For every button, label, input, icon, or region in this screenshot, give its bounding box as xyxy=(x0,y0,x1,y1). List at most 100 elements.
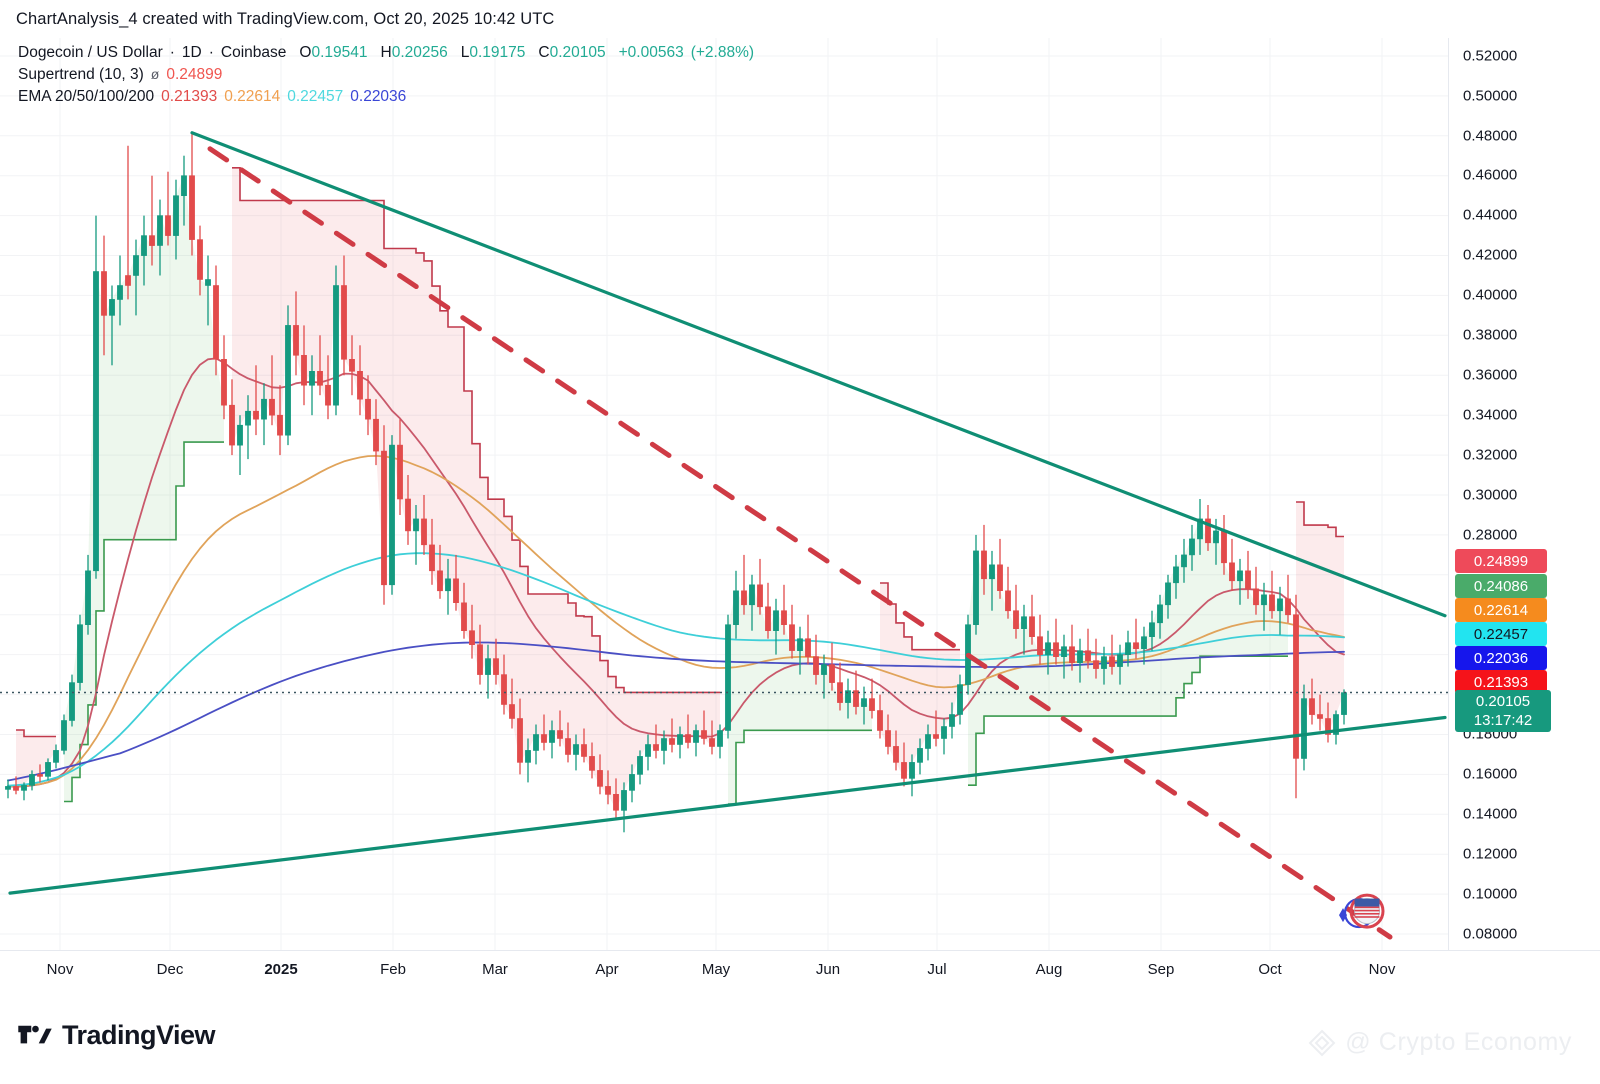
candle-body xyxy=(1141,636,1147,650)
supertrend-lower-price-badge[interactable]: 0.24086 xyxy=(1455,574,1547,598)
candle-body xyxy=(1053,642,1059,658)
candle-body xyxy=(581,744,587,757)
candle-body xyxy=(701,730,707,739)
candle-body xyxy=(373,418,379,452)
candle-body xyxy=(1301,698,1307,759)
time-axis-tick: 2025 xyxy=(264,961,298,978)
candle-body xyxy=(933,734,939,739)
candle-body xyxy=(109,299,115,316)
supertrend-fill xyxy=(880,583,960,779)
price-axis-tick: 0.08000 xyxy=(1463,925,1518,943)
time-axis-tick: Jun xyxy=(815,961,841,978)
chart-canvas[interactable] xyxy=(0,38,1448,950)
candle-body xyxy=(957,684,963,715)
candle-body xyxy=(1173,566,1179,584)
price-axis-tick: 0.14000 xyxy=(1463,805,1518,823)
candle-body xyxy=(181,175,187,196)
candle-body xyxy=(677,734,683,745)
candle-body xyxy=(1205,518,1211,544)
candle-body xyxy=(77,624,83,683)
time-axis-tick: Sep xyxy=(1147,961,1175,978)
candle-body xyxy=(405,498,411,532)
time-axis[interactable]: Nov Dec 2025 Feb Mar Apr May Jun Jul Aug Sep Oct Nov xyxy=(0,950,1600,994)
price-axis-tick: 0.42000 xyxy=(1463,246,1518,264)
sparkle-icon xyxy=(1339,908,1347,923)
candle-body xyxy=(1077,650,1083,664)
candle-body xyxy=(741,590,747,606)
candle-body xyxy=(85,570,91,625)
price-axis[interactable]: 0.52000 0.50000 0.48000 0.46000 0.44000 0.420… xyxy=(1448,38,1600,950)
candle-body xyxy=(141,235,147,256)
candle-body xyxy=(1117,654,1123,667)
candle-body xyxy=(949,714,955,727)
candle-body xyxy=(733,590,739,625)
trendline-descending-resistance[interactable] xyxy=(190,131,1447,618)
trendline-steep-dashed-resistance[interactable] xyxy=(207,146,1393,940)
price-axis-tick: 0.28000 xyxy=(1463,526,1518,544)
candle-body xyxy=(237,424,243,446)
trendline-ascending-support[interactable] xyxy=(8,715,1447,895)
candle-body xyxy=(509,704,515,719)
candle-body xyxy=(573,744,579,755)
ema-100-line xyxy=(7,552,1345,787)
candle-body xyxy=(909,762,915,779)
candle-body xyxy=(757,584,763,608)
candle-body xyxy=(597,770,603,787)
candle-body xyxy=(565,738,571,755)
chart-plot-area[interactable] xyxy=(0,38,1448,950)
candle-body xyxy=(1213,530,1219,544)
time-axis-tick: May xyxy=(701,961,731,978)
time-axis-tick: Apr xyxy=(595,961,619,978)
candle-body xyxy=(125,275,131,286)
candle-body xyxy=(749,584,755,606)
candle-body xyxy=(341,285,347,360)
watermark: @ Crypto Economy xyxy=(1308,1028,1572,1057)
candle-body xyxy=(589,756,595,771)
price-axis-tick: 0.48000 xyxy=(1463,127,1518,145)
candle-body xyxy=(1309,698,1315,715)
footer-bar: TradingView @ Crypto Economy xyxy=(0,994,1600,1084)
candle-body xyxy=(277,414,283,436)
ema100-price-badge[interactable]: 0.22457 xyxy=(1455,622,1547,646)
candle-body xyxy=(885,730,891,747)
supertrend-price-badge[interactable]: 0.24899 xyxy=(1455,549,1547,573)
candle-body xyxy=(1285,598,1291,616)
candle-body xyxy=(1229,562,1235,582)
candle-body xyxy=(1181,554,1187,568)
candle-body xyxy=(1021,616,1027,630)
candle-body xyxy=(37,774,43,777)
time-axis-tick: Jul xyxy=(927,961,947,978)
candle-body xyxy=(429,544,435,572)
candle-body xyxy=(693,730,699,743)
candle-body xyxy=(1005,590,1011,612)
last-price-badge[interactable]: 0.20105 13:17:42 xyxy=(1455,690,1551,732)
chart-gridlines xyxy=(0,38,1448,950)
candle-body xyxy=(285,325,291,436)
candle-body xyxy=(333,285,339,406)
candle-body xyxy=(1333,714,1339,735)
candle-body xyxy=(61,720,67,751)
watermark-text: @ Crypto Economy xyxy=(1345,1028,1572,1056)
candle-body xyxy=(1237,570,1243,582)
supertrend-fill xyxy=(1296,502,1344,759)
candle-body xyxy=(29,774,35,786)
candle-body xyxy=(781,610,787,626)
candle-body xyxy=(205,279,211,286)
ema50-price-badge[interactable]: 0.22614 xyxy=(1455,598,1547,622)
tradingview-logo[interactable]: TradingView xyxy=(18,1020,216,1051)
candle-body xyxy=(493,658,499,675)
candle-body xyxy=(477,644,483,675)
candle-body xyxy=(1125,642,1131,656)
supertrend-line xyxy=(64,441,224,803)
candle-body xyxy=(637,756,643,775)
candle-body xyxy=(1317,714,1323,719)
tradingview-logo-icon xyxy=(18,1025,52,1043)
candle-body xyxy=(1109,656,1115,667)
ema200-price-badge[interactable]: 0.22036 xyxy=(1455,646,1547,670)
drawing-trendlines xyxy=(8,131,1447,940)
candle-body xyxy=(5,786,11,790)
supertrend-line xyxy=(728,729,872,805)
candle-body xyxy=(981,550,987,580)
candle-body xyxy=(269,398,275,416)
